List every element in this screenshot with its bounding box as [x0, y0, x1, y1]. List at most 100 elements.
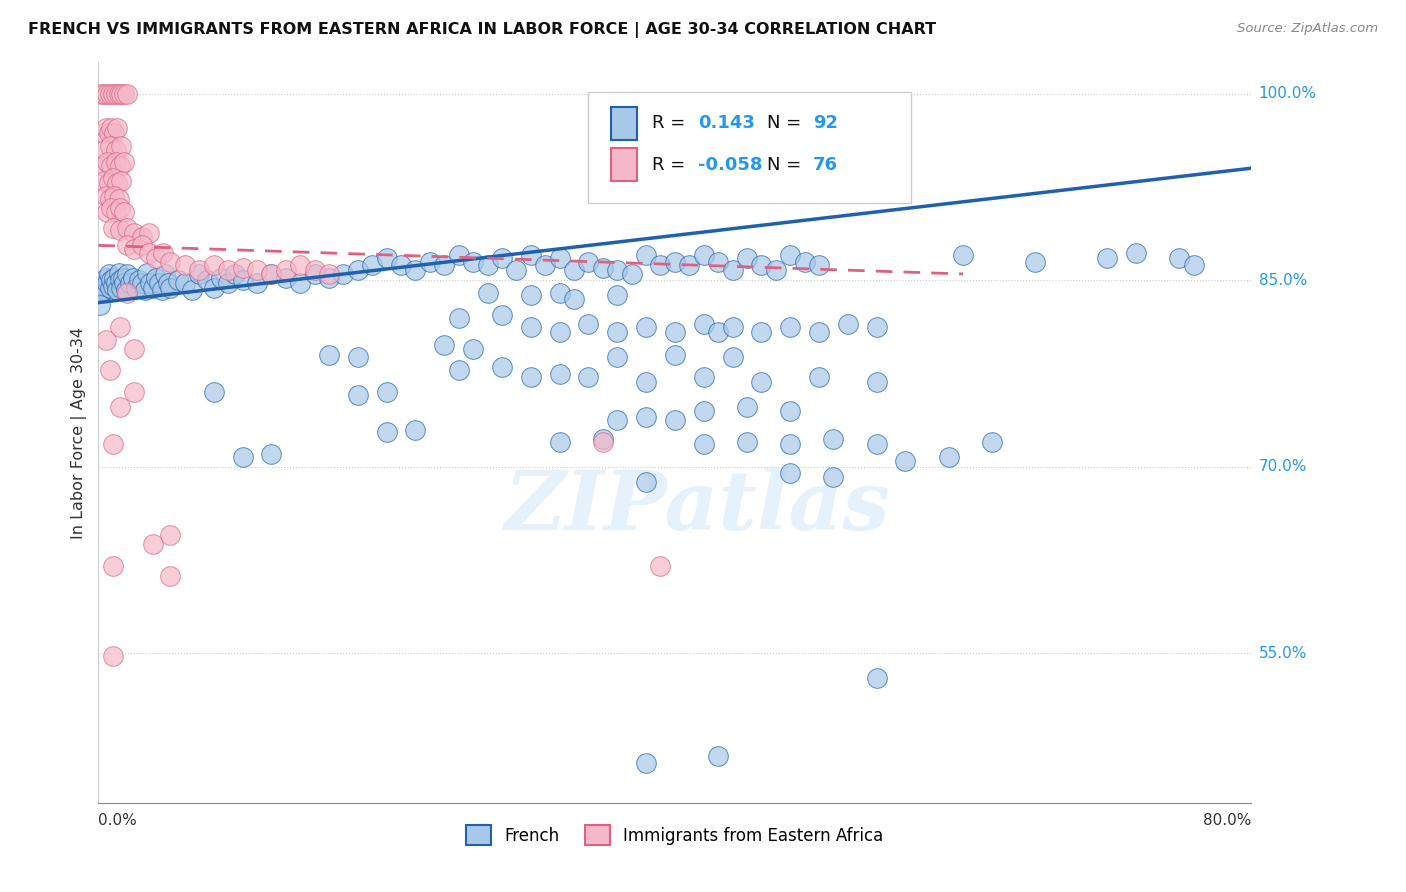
Point [107, 266, 129, 280]
Point [779, 404, 801, 418]
Point [793, 254, 815, 268]
Point [562, 263, 585, 277]
Point [105, 176, 128, 190]
Point [94, 121, 117, 136]
Point [101, 279, 124, 293]
Point [94, 188, 117, 202]
Point [447, 363, 470, 377]
Point [707, 326, 730, 340]
Point [520, 320, 543, 334]
Point [823, 470, 845, 484]
Point [375, 385, 398, 400]
Point [693, 437, 716, 451]
Point [505, 263, 527, 277]
Point [894, 453, 917, 467]
Point [114, 283, 136, 297]
Point [112, 87, 135, 101]
Point [98, 87, 121, 101]
Point [664, 326, 686, 340]
Point [110, 174, 132, 188]
Point [636, 248, 658, 262]
Point [117, 285, 139, 300]
Point [721, 263, 744, 277]
Point [90, 87, 112, 101]
Point [721, 351, 744, 365]
Point [650, 559, 672, 574]
Point [477, 258, 499, 272]
Point [101, 648, 124, 663]
Point [592, 260, 614, 275]
Point [152, 245, 174, 260]
Point [103, 188, 125, 202]
Point [693, 370, 716, 384]
Point [117, 87, 139, 101]
Point [89, 298, 111, 312]
Point [664, 348, 686, 362]
Point [90, 285, 112, 300]
Point [110, 138, 132, 153]
Point [491, 308, 513, 322]
Point [246, 276, 269, 290]
Point [433, 338, 456, 352]
Text: 80.0%: 80.0% [1204, 813, 1251, 828]
Point [389, 258, 412, 272]
Point [260, 267, 283, 281]
Point [156, 276, 179, 290]
Point [145, 251, 167, 265]
Point [138, 226, 160, 240]
Point [104, 87, 127, 101]
Point [138, 245, 160, 260]
Point [128, 273, 150, 287]
Point [110, 280, 132, 294]
Point [188, 263, 211, 277]
Point [111, 270, 134, 285]
Point [751, 376, 773, 390]
Point [108, 223, 131, 237]
Point [636, 410, 658, 425]
Point [97, 267, 120, 281]
Point [108, 159, 131, 173]
Point [1024, 254, 1046, 268]
Point [578, 254, 600, 268]
Point [174, 276, 197, 290]
Point [419, 254, 441, 268]
Point [98, 280, 121, 294]
Point [105, 121, 128, 136]
Legend: French, Immigrants from Eastern Africa: French, Immigrants from Eastern Africa [458, 817, 891, 854]
Point [100, 201, 122, 215]
Point [96, 276, 118, 290]
Point [447, 248, 470, 262]
Point [134, 283, 156, 297]
Point [142, 280, 165, 294]
Point [93, 283, 115, 297]
Point [101, 437, 124, 451]
Point [108, 201, 131, 215]
Point [548, 251, 571, 265]
Point [159, 569, 181, 583]
Point [808, 258, 831, 272]
Point [751, 326, 773, 340]
Point [707, 254, 730, 268]
Point [122, 270, 145, 285]
Point [112, 155, 135, 169]
Point [159, 280, 181, 294]
Point [636, 756, 658, 770]
Point [97, 127, 120, 141]
Point [202, 385, 225, 400]
Point [693, 404, 716, 418]
Point [101, 559, 124, 574]
Point [678, 258, 700, 272]
Point [274, 270, 297, 285]
Text: 0.143: 0.143 [697, 114, 755, 132]
Point [105, 283, 128, 297]
Point [231, 450, 254, 464]
Point [100, 273, 122, 287]
Point [104, 143, 127, 157]
Point [520, 288, 543, 302]
Text: 0.0%: 0.0% [98, 813, 138, 828]
Point [112, 204, 135, 219]
Point [260, 447, 283, 461]
Point [461, 254, 484, 268]
Point [491, 360, 513, 375]
Point [260, 267, 283, 281]
